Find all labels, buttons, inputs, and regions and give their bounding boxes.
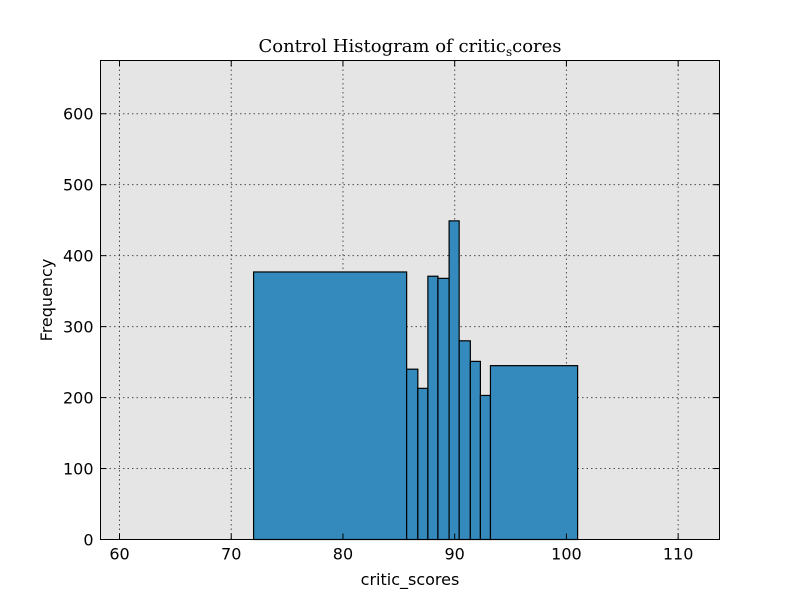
y-tick-label: 200 [63,389,94,408]
y-tick-label: 100 [63,460,94,479]
chart-title: Control Histogram of criticscores [258,36,561,59]
y-tick-label: 400 [63,247,94,266]
x-tick-label: 90 [445,545,465,564]
x-tick-label: 80 [333,545,353,564]
chart-title-main: Control Histogram of critic [258,36,506,57]
y-tick-label: 600 [63,105,94,124]
x-tick-label: 110 [663,545,694,564]
x-tick-label: 70 [221,545,241,564]
histogram-bar [458,340,471,541]
y-tick-label: 0 [83,531,93,550]
histogram-bar [469,360,481,541]
histogram-bar [417,387,429,541]
axis-ticks: 60 70 80 90 100 110 0 100 200 300 400 500 600 [63,60,720,564]
y-axis-label: Frequency [37,259,56,342]
x-tick-label: 60 [109,545,129,564]
histogram-bar [406,368,419,541]
histogram-bar [252,271,408,541]
chart-title-subscript: s [506,45,512,59]
y-tick-label: 500 [63,176,94,195]
histogram-bar [489,365,579,541]
histogram-bar [448,220,460,541]
histogram-bar [479,394,492,541]
x-axis-label: critic_scores [361,570,460,590]
y-tick-label: 300 [63,318,94,337]
histogram-bar [427,275,439,541]
x-tick-label: 100 [551,545,582,564]
chart-title-suffix: cores [512,36,561,57]
plot-frame [100,60,720,540]
histogram-bar [437,277,450,541]
